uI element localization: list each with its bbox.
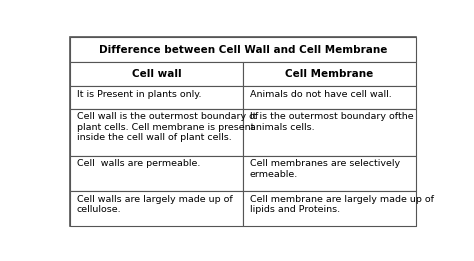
Bar [243,156,416,191]
Bar [70,109,243,156]
Bar [243,191,416,226]
Bar [70,86,243,109]
Text: Cell Membrane: Cell Membrane [285,69,374,79]
Bar [243,62,416,86]
Text: Difference between Cell Wall and Cell Membrane: Difference between Cell Wall and Cell Me… [99,45,387,55]
Text: Cell  walls are permeable.: Cell walls are permeable. [77,159,200,168]
Bar [70,37,416,62]
Text: It is the outermost boundary ofthe
animals cells.: It is the outermost boundary ofthe anima… [249,112,413,132]
Text: Animals do not have cell wall.: Animals do not have cell wall. [249,90,392,99]
Text: Cell wall is the outermost boundary of
plant cells. Cell membrane is present
ins: Cell wall is the outermost boundary of p… [77,112,258,142]
Bar [243,109,416,156]
Text: Cell wall: Cell wall [132,69,182,79]
Text: Cell membranes are selectively
ermeable.: Cell membranes are selectively ermeable. [249,159,400,179]
Bar [243,86,416,109]
Text: Cell walls are largely made up of
cellulose.: Cell walls are largely made up of cellul… [77,195,233,214]
Bar [70,62,243,86]
Bar [70,156,243,191]
Text: It is Present in plants only.: It is Present in plants only. [77,90,201,99]
Text: Cell membrane are largely made up of
lipids and Proteins.: Cell membrane are largely made up of lip… [249,195,434,214]
Bar [70,191,243,226]
